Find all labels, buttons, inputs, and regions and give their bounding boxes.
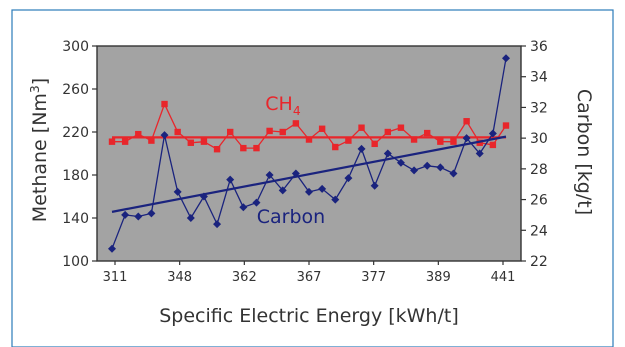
y-tick-label-left: 300 [62,39,89,55]
data-point-carbon [134,212,143,221]
data-point-carbon [213,220,222,229]
annotation-ch4: CH4 [265,93,301,118]
x-tick-label: 389 [426,270,451,285]
data-point-ch4 [174,128,181,136]
x-tick-label: 348 [167,270,192,285]
data-point-carbon [410,166,419,175]
y-axis-label-left: Methane [Nm3] [28,78,51,222]
data-point-carbon [108,244,116,253]
data-point-ch4 [121,138,129,145]
data-point-ch4 [108,138,116,145]
y-tick-label-right: 34 [530,70,548,86]
x-tick-label: 377 [361,270,386,285]
data-point-carbon [488,129,497,138]
data-point-ch4 [332,143,339,151]
data-point-carbon [502,54,510,63]
data-point-carbon [436,163,445,172]
data-point-ch4 [292,120,300,127]
plot-area [97,46,521,261]
data-point-ch4 [227,128,234,136]
data-point-ch4 [397,124,405,131]
x-tick-label: 441 [491,270,516,285]
annotations: CH4 Carbon [257,93,325,228]
data-point-ch4 [489,141,497,149]
data-point-ch4 [253,144,260,152]
annotation-carbon: Carbon [257,206,325,228]
data-point-ch4 [279,128,286,136]
data-point-carbon [160,131,169,140]
data-point-carbon [186,214,195,222]
y-tick-label-right: 36 [530,39,548,55]
data-point-carbon [226,175,235,184]
data-point-ch4 [463,118,470,125]
y-tick-label-left: 220 [62,125,89,141]
y-tick-label-right: 22 [530,254,548,270]
y-axis-label-right: Carbon [kg/t] [573,89,595,215]
y-tick-label-right: 30 [530,131,548,147]
data-point-ch4 [424,129,431,137]
y-tick-label-right: 28 [530,162,548,178]
data-point-ch4 [345,137,352,144]
left-axis: 100 140 180 220 260 300 [62,39,97,270]
data-point-carbon [462,134,471,143]
data-point-ch4 [213,146,221,153]
x-axis-label: Specific Electric Energy [kWh/t] [159,305,459,327]
x-tick-label: 367 [297,270,322,285]
data-point-ch4 [437,138,444,145]
y-tick-label-left: 140 [62,211,89,227]
data-point-ch4 [358,124,365,131]
data-point-carbon [331,195,340,204]
data-point-ch4 [410,136,418,143]
plot-border [96,45,522,262]
data-point-ch4 [450,138,457,145]
data-point-carbon [318,184,327,193]
data-point-carbon [239,203,248,212]
data-point-carbon [278,186,287,195]
data-point-carbon [199,192,208,201]
x-tick-label: 362 [232,270,257,285]
series-layer [108,54,510,253]
data-point-ch4 [200,138,208,145]
data-point-ch4 [266,127,273,135]
data-point-carbon [357,144,366,153]
y-tick-label-left: 100 [62,254,89,270]
data-point-ch4 [502,122,510,129]
data-point-carbon [291,169,300,178]
data-point-carbon [265,171,274,179]
data-point-ch4 [476,139,483,146]
data-point-carbon [396,158,405,167]
data-point-ch4 [187,139,194,146]
y-tick-label-right: 24 [530,223,548,239]
right-axis: 22 24 26 28 30 32 34 36 [521,39,548,270]
data-point-ch4 [135,130,142,138]
data-point-ch4 [384,128,391,136]
x-axis: 311 348 362 367 377 389 441 [103,261,516,285]
data-point-carbon [370,181,379,190]
data-point-carbon [449,169,458,178]
data-point-carbon [475,149,484,158]
data-point-carbon [121,210,130,219]
data-point-carbon [173,187,182,196]
data-point-carbon [423,161,432,170]
data-point-ch4 [161,100,168,108]
data-point-ch4 [305,136,313,143]
y-tick-label-right: 26 [530,193,548,209]
data-point-ch4 [371,140,378,148]
data-point-carbon [344,174,353,183]
x-tick-label: 311 [103,270,128,285]
data-point-ch4 [240,144,247,152]
y-tick-label-left: 180 [62,168,89,184]
data-point-ch4 [318,125,326,132]
data-point-carbon [305,187,313,196]
data-point-carbon [147,209,156,218]
data-point-ch4 [148,137,155,144]
data-point-carbon [252,198,261,207]
y-tick-label-left: 260 [62,82,89,98]
trend-line-carbon [111,135,507,213]
y-tick-label-right: 32 [530,100,548,116]
data-point-carbon [383,149,392,158]
